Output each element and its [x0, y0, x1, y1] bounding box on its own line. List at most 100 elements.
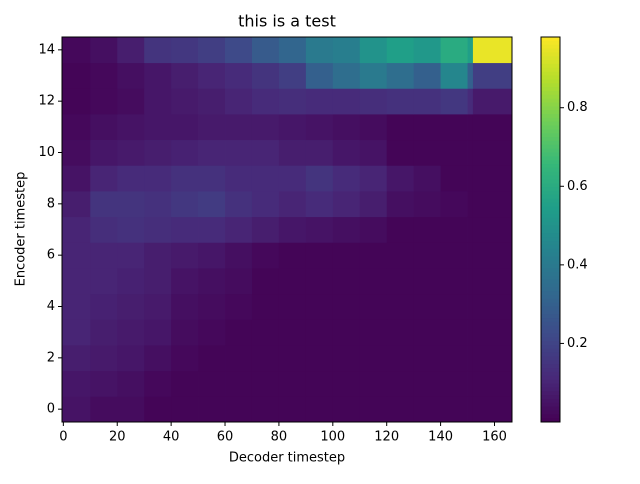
colorbar-tick-label: 0.6: [567, 179, 588, 194]
heatmap-cell: [251, 319, 280, 346]
plot-frame: [61, 36, 513, 423]
heatmap-cell: [332, 319, 361, 346]
heatmap-cell: [305, 242, 334, 269]
heatmap-cell: [90, 216, 118, 243]
colorbar-band: [541, 48, 560, 53]
heatmap-cell: [467, 216, 474, 243]
colorbar-band: [541, 314, 560, 319]
colorbar-band: [541, 310, 560, 315]
colorbar-band: [541, 391, 560, 396]
heatmap-cell: [90, 191, 118, 218]
heatmap-cell: [386, 319, 415, 346]
colorbar-band: [541, 379, 560, 384]
heatmap-cell: [413, 319, 441, 346]
heatmap-cell: [171, 345, 199, 372]
heatmap-cell: [472, 165, 513, 192]
heatmap-cell: [467, 242, 474, 269]
y-tick-label: 6: [47, 248, 55, 263]
heatmap-cell: [413, 370, 441, 397]
heatmap-cell: [198, 139, 226, 166]
heatmap-cell: [251, 396, 280, 423]
heatmap-cell: [171, 370, 199, 397]
colorbar-band: [541, 129, 560, 134]
heatmap-cell: [472, 114, 513, 141]
colorbar-band: [541, 410, 560, 415]
heatmap-cell: [359, 293, 388, 320]
colorbar-band: [541, 156, 560, 161]
heatmap-cell: [467, 268, 474, 295]
heatmap-cell: [144, 268, 172, 295]
heatmap-cell: [386, 191, 415, 218]
heatmap-cell: [171, 319, 199, 346]
colorbar-band: [541, 333, 560, 338]
colorbar-tick-label: 0.4: [567, 257, 588, 272]
heatmap-cell: [359, 37, 388, 64]
colorbar-band: [541, 237, 560, 242]
heatmap-cell: [62, 268, 91, 295]
heatmap-cell: [472, 396, 513, 423]
x-tick-label: 80: [271, 430, 288, 445]
heatmap-cell: [332, 62, 361, 89]
heatmap-cell: [62, 62, 91, 89]
colorbar-frame: [540, 36, 561, 423]
colorbar-band: [541, 275, 560, 281]
colorbar-band: [541, 102, 560, 107]
heatmap-cell: [278, 165, 307, 192]
colorbar-band: [541, 345, 560, 350]
colorbar-band: [541, 402, 560, 408]
heatmap-cell: [305, 319, 334, 346]
colorbar-band: [541, 283, 560, 288]
heatmap-cell: [144, 319, 172, 346]
heatmap-cell: [225, 268, 253, 295]
heatmap-cell: [278, 37, 307, 64]
heatmap-cell: [278, 139, 307, 166]
colorbar-band: [541, 325, 560, 331]
heatmap-cell: [117, 319, 145, 346]
heatmap-cell: [332, 88, 361, 115]
heatmap-cell: [472, 370, 513, 397]
colorbar-band: [541, 329, 560, 334]
y-tick-label: 12: [38, 94, 55, 109]
heatmap-cell: [386, 165, 415, 192]
heatmap-cell: [117, 62, 145, 89]
colorbar-band: [541, 244, 560, 250]
heatmap-cell: [472, 268, 513, 295]
heatmap-cell: [198, 293, 226, 320]
colorbar-band: [541, 175, 560, 180]
heatmap-cell: [144, 396, 172, 423]
colorbar-band: [541, 352, 560, 358]
heatmap-cell: [225, 191, 253, 218]
heatmap-cell: [467, 114, 474, 141]
colorbar-tick-label: 0.8: [567, 100, 588, 115]
heatmap-cell: [386, 345, 415, 372]
colorbar-band: [541, 395, 560, 400]
heatmap-cell: [62, 319, 91, 346]
heatmap-cell: [225, 216, 253, 243]
heatmap-cell: [90, 319, 118, 346]
colorbar-band: [541, 198, 560, 204]
heatmap-cell: [251, 62, 280, 89]
heatmap-cell: [413, 165, 441, 192]
colorbar-band: [541, 383, 560, 388]
colorbar-band: [541, 294, 560, 300]
heatmap-cell: [225, 319, 253, 346]
heatmap-cell: [171, 242, 199, 269]
heatmap-cell: [278, 216, 307, 243]
heatmap-cell: [144, 191, 172, 218]
heatmap-cell: [117, 370, 145, 397]
heatmap-cell: [251, 345, 280, 372]
x-tick-label: 140: [428, 430, 453, 445]
heatmap-cell: [305, 268, 334, 295]
heatmap-cell: [144, 293, 172, 320]
x-axis-label: Decoder timestep: [229, 451, 345, 466]
heatmap-cell: [413, 37, 441, 64]
heatmap-cell: [225, 139, 253, 166]
heatmap-cell: [278, 114, 307, 141]
colorbar-band: [541, 187, 560, 192]
heatmap-cell: [467, 165, 474, 192]
heatmap-cell: [305, 165, 334, 192]
heatmap-cell: [171, 268, 199, 295]
heatmap-cell: [171, 293, 199, 320]
colorbar-band: [541, 368, 560, 373]
